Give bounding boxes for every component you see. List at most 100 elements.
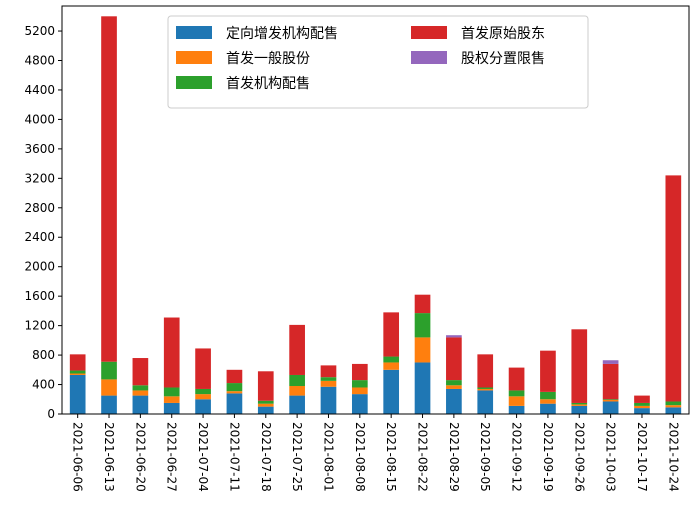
bar-2021-09-19-series-2 — [540, 391, 556, 400]
bar-2021-07-18-series-3 — [257, 371, 274, 401]
bar-2021-10-03-series-3 — [602, 363, 619, 400]
x-tick-label: 2021-09-12 — [510, 422, 524, 492]
y-tick-label: 1600 — [24, 289, 55, 303]
bar-2021-06-06-series-3 — [69, 354, 86, 371]
y-tick-label: 3200 — [24, 171, 55, 185]
x-tick-label: 2021-07-04 — [196, 422, 210, 492]
y-tick-label: 2000 — [24, 260, 55, 274]
bar-2021-08-15-series-0 — [383, 369, 400, 414]
bar-2021-10-03-series-1 — [602, 400, 619, 402]
y-tick-label: 0 — [47, 407, 55, 421]
bar-2021-06-20-series-2 — [132, 385, 149, 391]
y-tick-label: 2400 — [24, 230, 55, 244]
bar-2021-06-27-series-1 — [163, 396, 180, 403]
bar-2021-06-06-series-0 — [69, 374, 86, 414]
legend-swatch — [176, 51, 212, 64]
bars-layer — [69, 16, 682, 414]
bar-2021-08-01-series-0 — [320, 386, 337, 414]
bar-2021-08-15-series-1 — [383, 362, 400, 370]
bar-2021-07-04-series-0 — [195, 399, 211, 414]
bar-2021-10-03-series-0 — [602, 401, 619, 414]
legend-label: 首发原始股东 — [461, 26, 545, 42]
bar-2021-07-18-series-1 — [257, 403, 274, 407]
bar-2021-09-12-series-2 — [508, 390, 525, 397]
bar-2021-09-12-series-0 — [508, 405, 525, 414]
legend-label: 首发机构配售 — [226, 76, 310, 92]
bar-2021-09-26-series-1 — [571, 404, 588, 406]
y-tick-label: 400 — [32, 378, 55, 392]
bar-2021-06-13-series-0 — [101, 395, 117, 414]
bar-2021-07-25-series-1 — [289, 386, 305, 396]
bar-2021-10-17-series-1 — [634, 405, 650, 409]
legend-label: 首发一般股份 — [226, 51, 310, 67]
x-tick-label: 2021-07-18 — [259, 422, 273, 492]
bar-2021-09-19-series-0 — [540, 403, 556, 414]
bar-2021-07-25-series-2 — [289, 374, 305, 387]
bar-2021-08-01-series-2 — [320, 377, 337, 381]
bar-2021-08-08-series-1 — [351, 387, 368, 395]
bar-2021-07-18-series-2 — [257, 400, 274, 404]
bar-2021-06-13-series-2 — [101, 361, 117, 380]
x-tick-label: 2021-08-08 — [353, 422, 367, 492]
x-tick-label: 2021-10-03 — [604, 422, 618, 492]
bar-2021-08-15-series-3 — [383, 312, 400, 357]
x-tick-label: 2021-06-06 — [71, 422, 85, 492]
bar-2021-08-01-series-3 — [320, 365, 337, 378]
legend-swatch — [176, 76, 212, 89]
y-tick-label: 5200 — [24, 24, 55, 38]
bar-2021-07-11-series-3 — [226, 369, 243, 384]
bar-2021-06-06-series-1 — [69, 373, 86, 375]
bar-2021-10-03-series-2 — [602, 399, 619, 401]
bar-2021-08-29-series-2 — [446, 380, 462, 386]
bar-2021-08-08-series-2 — [351, 380, 368, 388]
bar-2021-09-05-series-1 — [477, 388, 494, 391]
x-tick-label: 2021-09-26 — [572, 422, 586, 492]
bar-2021-07-25-series-3 — [289, 324, 305, 375]
bar-2021-07-04-series-3 — [195, 348, 211, 389]
bar-2021-06-20-series-3 — [132, 358, 149, 386]
bar-2021-06-13-series-3 — [101, 16, 117, 362]
bar-2021-07-11-series-2 — [226, 383, 243, 392]
x-tick-label: 2021-09-05 — [478, 422, 492, 492]
bar-2021-10-24-series-0 — [665, 407, 682, 414]
bar-2021-09-12-series-3 — [508, 367, 525, 391]
bar-2021-10-17-series-2 — [634, 402, 650, 406]
x-tick-label: 2021-06-13 — [102, 422, 116, 492]
bar-2021-06-27-series-3 — [163, 317, 180, 388]
bar-2021-09-19-series-1 — [540, 399, 556, 404]
x-tick-label: 2021-07-25 — [290, 422, 304, 492]
y-tick-label: 2800 — [24, 201, 55, 215]
bar-2021-08-22-series-2 — [414, 313, 431, 338]
bar-2021-07-11-series-1 — [226, 391, 243, 394]
legend-swatch — [176, 26, 212, 39]
legend-label: 股权分置限售 — [461, 51, 545, 67]
legend-box — [167, 15, 589, 109]
bar-2021-06-27-series-2 — [163, 387, 180, 397]
bar-2021-10-17-series-3 — [634, 395, 650, 403]
bar-2021-06-13-series-1 — [101, 379, 117, 396]
bar-2021-08-29-series-4 — [446, 335, 462, 338]
bar-2021-08-29-series-0 — [446, 388, 462, 414]
bar-2021-09-05-series-0 — [477, 390, 494, 414]
bar-2021-09-26-series-2 — [571, 402, 588, 405]
bar-2021-07-11-series-0 — [226, 393, 243, 414]
bar-2021-06-20-series-1 — [132, 390, 149, 396]
bar-2021-08-08-series-3 — [351, 363, 368, 381]
bar-2021-08-01-series-1 — [320, 380, 337, 387]
y-tick-label: 3600 — [24, 142, 55, 156]
x-tick-label: 2021-10-24 — [666, 422, 680, 492]
x-tick-label: 2021-07-11 — [227, 422, 241, 492]
x-tick-label: 2021-08-15 — [384, 422, 398, 492]
x-tick-label: 2021-06-27 — [165, 422, 179, 492]
bar-2021-09-12-series-1 — [508, 396, 525, 406]
bar-2021-07-18-series-0 — [257, 406, 274, 414]
bar-2021-06-27-series-0 — [163, 402, 180, 414]
bar-2021-06-06-series-2 — [69, 370, 86, 374]
bar-2021-08-22-series-0 — [414, 362, 431, 414]
legend-swatch — [411, 26, 447, 39]
bar-2021-09-26-series-3 — [571, 329, 588, 403]
bar-2021-07-25-series-0 — [289, 395, 305, 414]
y-tick-label: 1200 — [24, 319, 55, 333]
